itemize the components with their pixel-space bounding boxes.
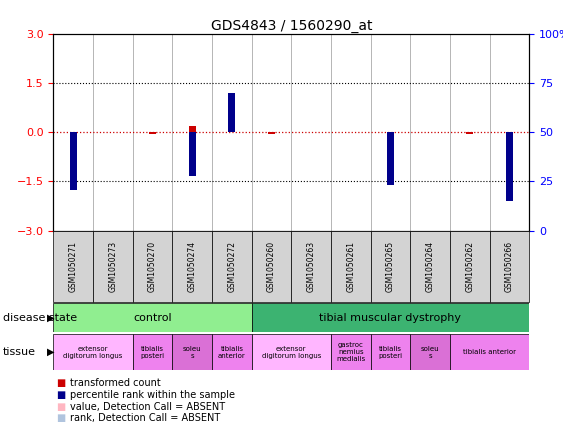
Bar — [212, 334, 252, 370]
Bar — [292, 231, 331, 302]
Bar — [387, 132, 394, 185]
Text: extensor
digitorum longus: extensor digitorum longus — [262, 346, 321, 359]
Text: ■: ■ — [56, 378, 65, 388]
Text: value, Detection Call = ABSENT: value, Detection Call = ABSENT — [70, 401, 226, 412]
Text: ■: ■ — [56, 413, 65, 423]
Text: transformed count: transformed count — [70, 378, 161, 388]
Bar — [149, 132, 156, 135]
Text: GSM1050271: GSM1050271 — [69, 241, 78, 292]
Text: ▶: ▶ — [47, 313, 54, 323]
Bar — [53, 334, 133, 370]
Bar — [387, 132, 394, 135]
Bar — [268, 132, 275, 135]
Text: tibial muscular dystrophy: tibial muscular dystrophy — [319, 313, 462, 323]
Bar — [133, 334, 172, 370]
Text: rank, Detection Call = ABSENT: rank, Detection Call = ABSENT — [70, 413, 221, 423]
Text: tissue: tissue — [3, 347, 36, 357]
Text: ■: ■ — [56, 401, 65, 412]
Text: GSM1050260: GSM1050260 — [267, 241, 276, 292]
Text: tibialis anterior: tibialis anterior — [463, 349, 516, 355]
Bar — [252, 231, 292, 302]
Bar — [229, 93, 235, 132]
Text: ▶: ▶ — [47, 347, 54, 357]
Text: GSM1050273: GSM1050273 — [109, 241, 118, 292]
Bar — [70, 132, 77, 190]
Bar — [252, 334, 331, 370]
Text: GSM1050265: GSM1050265 — [386, 241, 395, 292]
Bar — [252, 303, 529, 332]
Bar — [53, 231, 93, 302]
Bar — [331, 231, 370, 302]
Bar — [172, 231, 212, 302]
Bar — [490, 231, 529, 302]
Bar — [506, 132, 513, 201]
Bar — [450, 231, 490, 302]
Text: GSM1050266: GSM1050266 — [505, 241, 514, 292]
Bar — [450, 334, 529, 370]
Text: GSM1050261: GSM1050261 — [346, 241, 355, 292]
Text: GSM1050264: GSM1050264 — [426, 241, 435, 292]
Text: control: control — [133, 313, 172, 323]
Bar — [189, 132, 196, 176]
Bar — [466, 132, 473, 134]
Bar — [212, 231, 252, 302]
Text: GSM1050262: GSM1050262 — [465, 241, 474, 292]
Bar — [370, 334, 410, 370]
Text: tibialis
posteri: tibialis posteri — [141, 346, 164, 359]
Bar — [506, 132, 513, 167]
Bar — [53, 303, 252, 332]
Text: extensor
digitorum longus: extensor digitorum longus — [64, 346, 123, 359]
Bar — [70, 132, 77, 136]
Bar — [93, 231, 133, 302]
Bar — [370, 231, 410, 302]
Text: tibialis
posteri: tibialis posteri — [378, 346, 403, 359]
Text: GSM1050274: GSM1050274 — [187, 241, 196, 292]
Bar — [172, 334, 212, 370]
Text: GSM1050272: GSM1050272 — [227, 241, 236, 292]
Text: ■: ■ — [56, 390, 65, 400]
Bar — [410, 231, 450, 302]
Text: tibialis
anterior: tibialis anterior — [218, 346, 246, 359]
Bar — [410, 334, 450, 370]
Bar — [133, 231, 172, 302]
Text: disease state: disease state — [3, 313, 77, 323]
Text: GSM1050263: GSM1050263 — [307, 241, 316, 292]
Text: GSM1050270: GSM1050270 — [148, 241, 157, 292]
Text: soleu
s: soleu s — [421, 346, 439, 359]
Bar — [189, 126, 196, 132]
Bar — [331, 334, 370, 370]
Title: GDS4843 / 1560290_at: GDS4843 / 1560290_at — [211, 19, 372, 33]
Text: gastroc
nemius
medialis: gastroc nemius medialis — [336, 342, 365, 362]
Text: percentile rank within the sample: percentile rank within the sample — [70, 390, 235, 400]
Text: soleu
s: soleu s — [183, 346, 202, 359]
